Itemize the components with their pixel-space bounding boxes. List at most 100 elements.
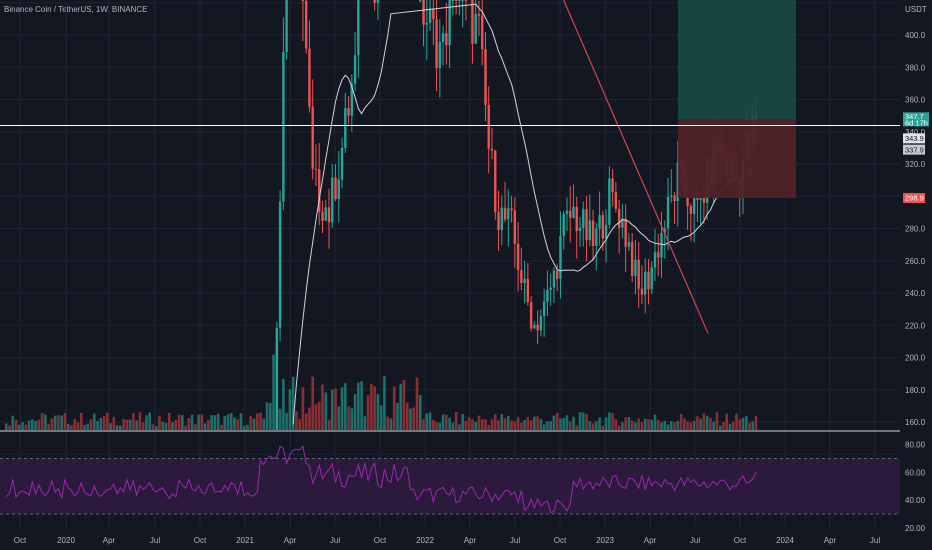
- volume-bar: [422, 419, 425, 430]
- x-tick-label: 2023: [596, 536, 614, 545]
- candle-body: [318, 169, 321, 212]
- candle-body: [617, 208, 621, 228]
- volume-bar: [249, 416, 253, 430]
- volume-bar: [86, 423, 90, 430]
- candle-body: [634, 259, 637, 277]
- candle-body: [569, 210, 572, 218]
- volume-bar: [725, 413, 729, 430]
- volume-bar: [438, 423, 442, 430]
- volume-bar: [47, 424, 50, 430]
- candle-body: [604, 224, 608, 239]
- x-tick-label: Oct: [554, 536, 567, 545]
- x-tick-label: 2022: [416, 536, 434, 545]
- candle-body: [494, 150, 497, 213]
- candle-body: [565, 210, 569, 214]
- candle-body: [507, 208, 510, 220]
- candle-body: [340, 147, 344, 180]
- volume-bar: [507, 415, 510, 430]
- volume-bar: [705, 415, 709, 430]
- volume-bar: [748, 422, 751, 430]
- volume-bar: [239, 413, 243, 430]
- volume-bar: [637, 418, 640, 430]
- volume-bar: [11, 415, 15, 430]
- volume-bar: [171, 422, 174, 430]
- y-tick-label: 360.0: [905, 96, 926, 105]
- volume-bar: [461, 413, 464, 430]
- volume-bar: [357, 382, 360, 430]
- stop-price-tag: 298.9: [905, 194, 924, 203]
- candle-body: [686, 194, 689, 207]
- candle-body: [458, 0, 461, 1]
- candle-body: [637, 259, 640, 289]
- candle-body: [526, 278, 530, 303]
- y-tick-label: 400.0: [905, 31, 926, 40]
- volume-bar: [484, 419, 487, 430]
- candle-body: [542, 301, 546, 317]
- x-tick-label: Apr: [103, 536, 116, 545]
- candle-body: [311, 106, 314, 169]
- volume-bar: [676, 420, 680, 430]
- candle-body: [334, 177, 337, 200]
- volume-bar: [350, 408, 354, 430]
- volume-bar: [44, 414, 47, 430]
- volume-bar: [751, 421, 755, 430]
- volume-bar: [692, 420, 696, 430]
- candle-body: [304, 0, 308, 49]
- volume-bar: [314, 404, 318, 430]
- close-price-tag: 343.9: [905, 134, 924, 143]
- y-tick-label: 340.0: [905, 128, 926, 137]
- volume-bar: [686, 421, 689, 430]
- volume-bar: [122, 419, 125, 430]
- volume-bar: [731, 421, 735, 430]
- candle-body: [627, 242, 631, 247]
- volume-bar: [409, 408, 412, 430]
- volume-bar: [435, 422, 438, 430]
- volume-bar: [8, 425, 11, 430]
- volume-bar: [578, 412, 582, 430]
- volume-bar: [529, 420, 533, 430]
- current-price-tag-bg: [903, 112, 929, 127]
- volume-bar: [353, 393, 357, 430]
- candle-body: [520, 270, 523, 283]
- volume-bar: [653, 414, 657, 430]
- volume-bar: [207, 419, 210, 430]
- volume-bar: [418, 395, 422, 430]
- candle-body: [536, 324, 539, 331]
- stop-zone: [678, 119, 796, 199]
- y-tick-label: 320.0: [905, 160, 926, 169]
- volume-bar: [624, 417, 627, 430]
- candle-body: [301, 0, 305, 1]
- y-tick-label: 240.0: [905, 289, 926, 298]
- volume-bar: [689, 422, 693, 430]
- volume-bar: [344, 383, 347, 430]
- candle-body: [670, 195, 673, 197]
- volume-bar: [533, 416, 536, 430]
- x-tick-label: Apr: [824, 536, 837, 545]
- volume-bar: [598, 417, 601, 430]
- volume-bar: [288, 389, 292, 430]
- candle-body: [327, 207, 331, 223]
- volume-bar: [670, 421, 673, 430]
- volume-bar: [27, 420, 31, 430]
- volume-bar: [562, 417, 566, 430]
- volume-bar: [614, 419, 618, 430]
- volume-bar: [31, 419, 34, 430]
- candle-body: [591, 220, 595, 246]
- candle-body: [347, 108, 350, 116]
- volume-bar: [621, 422, 624, 430]
- volume-bar: [370, 384, 373, 430]
- volume-bar: [471, 419, 474, 430]
- volume-bar: [565, 415, 569, 430]
- y-unit-label: USDT: [905, 5, 927, 14]
- volume-bar: [516, 417, 520, 430]
- volume-bar: [304, 413, 308, 430]
- x-tick-label: Jul: [870, 536, 880, 545]
- volume-bar: [18, 424, 21, 430]
- volume-bar: [242, 425, 246, 430]
- volume-bar: [308, 407, 311, 430]
- candle-body: [308, 48, 311, 107]
- volume-bar: [295, 411, 298, 430]
- volume-bar: [683, 418, 686, 430]
- volume-bar: [412, 407, 416, 430]
